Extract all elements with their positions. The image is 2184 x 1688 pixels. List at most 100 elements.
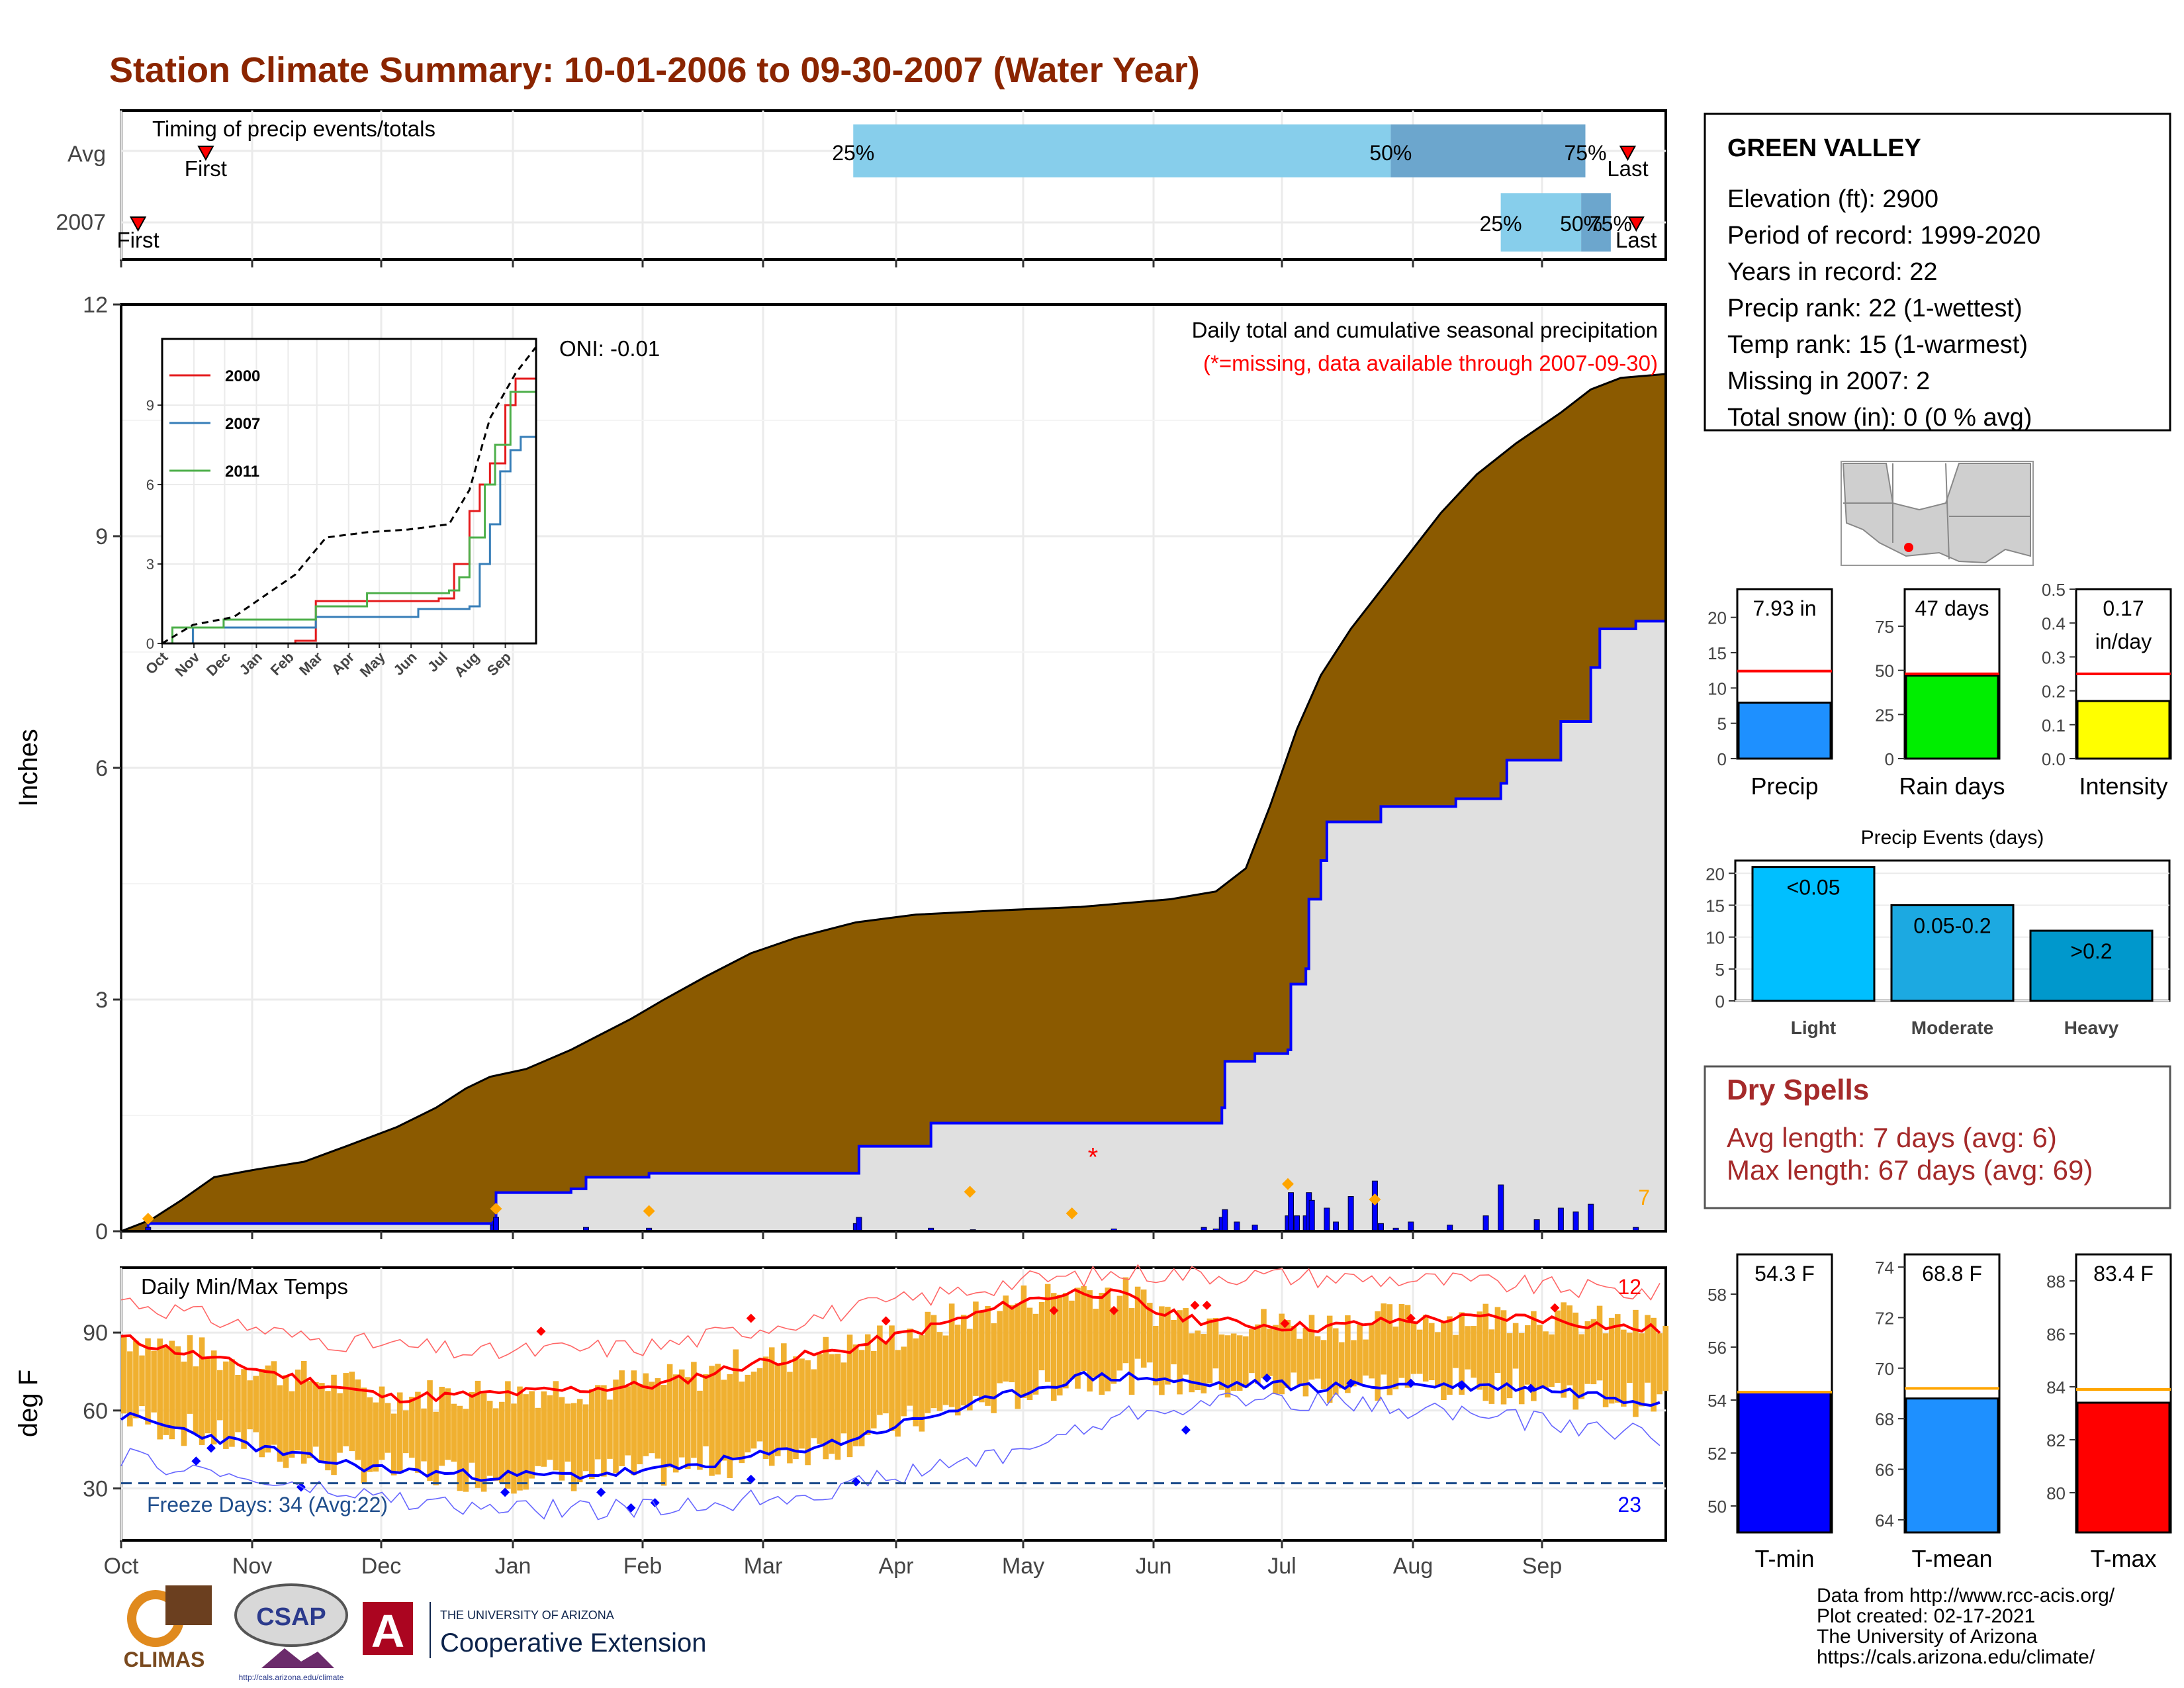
ua-big-text: Cooperative Extension <box>440 1628 706 1658</box>
daily-precip-bar <box>1498 1184 1504 1232</box>
daily-temp-bar <box>1351 1340 1357 1387</box>
daily-temp-bar <box>541 1391 547 1467</box>
daily-temp-bar <box>259 1368 265 1458</box>
month-label: Sep <box>1522 1554 1563 1579</box>
month-label: Nov <box>232 1554 272 1579</box>
daily-temp-bar <box>127 1351 133 1427</box>
daily-temp-bar <box>823 1336 829 1460</box>
daily-temp-bar <box>121 1336 127 1414</box>
footer-line: Plot created: 02-17-2021 <box>1817 1605 2035 1627</box>
events-value-label: >0.2 <box>2070 939 2112 963</box>
daily-temp-bar <box>1506 1333 1513 1399</box>
daily-temp-bar <box>151 1350 157 1413</box>
daily-temp-bar <box>1524 1325 1531 1385</box>
daily-temp-bar <box>1285 1320 1291 1388</box>
daily-temp-bar <box>756 1368 763 1442</box>
dry-avg: Avg length: 7 days (avg: 6) <box>1727 1122 2057 1153</box>
daily-temp-bar <box>1195 1330 1201 1390</box>
ua-shield <box>363 1602 413 1655</box>
daily-temp-bar <box>1602 1333 1609 1407</box>
daily-temp-bar <box>421 1408 427 1462</box>
precip-y-tick-label: 9 <box>95 524 108 549</box>
csap-cloud <box>234 1583 348 1647</box>
last-label: Last <box>1607 156 1648 181</box>
daily-temp-bar <box>841 1362 847 1434</box>
daily-temp-bar <box>1512 1323 1519 1369</box>
month-axis: Oct Nov Dec Jan Feb Mar Apr May Jun Jul Aug Sep <box>104 1540 1563 1579</box>
daily-temp-bar <box>1044 1284 1051 1382</box>
daily-temp-bar <box>253 1376 259 1432</box>
daily-temp-bar <box>133 1340 139 1419</box>
summary-bar-tick-label: 50 <box>1875 661 1894 681</box>
daily-temp-bar <box>289 1391 295 1458</box>
summary-bar-tick-label: 74 <box>1875 1258 1894 1278</box>
summary-category-label: Precip <box>1751 773 1818 800</box>
cold-count: 23 <box>1617 1493 1641 1517</box>
temp-summary-bars: 50 52 54 56 58 54.3 F T-min 64 66 68 70 72 74 68.8 F T… <box>1707 1253 2172 1572</box>
daily-temp-bar <box>409 1397 415 1458</box>
climas-logo: CLIMAS <box>124 1585 212 1671</box>
page-title: Station Climate Summary: 10-01-2006 to 0… <box>109 50 1200 90</box>
daily-temp-bar <box>361 1387 367 1483</box>
climas-shape <box>165 1585 212 1625</box>
daily-precip-bar <box>1408 1221 1414 1232</box>
daily-temp-bar <box>517 1386 523 1491</box>
daily-temp-bar <box>439 1386 445 1466</box>
daily-temp-bar <box>883 1342 889 1414</box>
daily-temp-bar <box>1357 1324 1363 1385</box>
legend-label: 2000 <box>225 367 260 385</box>
precip-y-axis: 0 3 6 9 12 <box>83 259 1543 1244</box>
summary-bar-tick-label: 0 <box>1885 749 1894 769</box>
daily-temp-bar <box>649 1382 655 1454</box>
2007-50-75-bar <box>1581 193 1611 252</box>
daily-temp-bar <box>523 1394 529 1490</box>
daily-temp-bar <box>247 1380 253 1430</box>
daily-temp-bar <box>1159 1306 1165 1395</box>
daily-temp-bar <box>864 1334 871 1435</box>
missing-marker: * <box>1088 1143 1099 1172</box>
daily-temp-bar <box>1332 1328 1339 1395</box>
daily-temp-bar <box>1183 1308 1189 1375</box>
dry-title: Dry Spells <box>1727 1074 1869 1106</box>
precip-ylabel: Inches <box>14 729 43 807</box>
daily-temp-bar <box>985 1305 991 1406</box>
daily-temp-bar <box>1134 1286 1141 1359</box>
daily-temp-bar <box>1633 1309 1639 1417</box>
record-high-marker <box>881 1316 891 1326</box>
summary-category-label: T-max <box>2090 1545 2156 1572</box>
hot-count: 12 <box>1617 1275 1641 1299</box>
month-label: Mar <box>744 1554 783 1579</box>
daily-temp-bar <box>703 1374 709 1446</box>
temp-y-tick-label: 90 <box>83 1321 108 1346</box>
summary-value-label: 68.8 F <box>1922 1262 1982 1286</box>
summary-bar-tick-label: 84 <box>2046 1378 2066 1397</box>
map-states <box>1842 463 2031 564</box>
daily-temp-bar <box>858 1350 865 1446</box>
daily-precip-bar <box>1557 1207 1564 1232</box>
daily-temp-bar <box>1297 1338 1303 1387</box>
month-label: Jun <box>1136 1554 1172 1579</box>
daily-temp-bar <box>948 1303 955 1407</box>
daily-temp-bar <box>1224 1335 1231 1398</box>
daily-temp-bar <box>355 1379 361 1460</box>
summary-category-label: T-min <box>1755 1545 1815 1572</box>
heavy-event-marker <box>1369 1194 1381 1205</box>
temp-ylabel: deg F <box>14 1370 43 1437</box>
summary-value-label: 54.3 F <box>1754 1262 1815 1286</box>
daily-temp-bar <box>582 1404 589 1472</box>
csap-logo: CSAP http://cals.arizona.edu/climate <box>234 1583 348 1682</box>
precip-events-chart: Precip Events (days) 05101520<0.05Light0… <box>1706 827 2171 1038</box>
daily-temp-bar <box>1249 1329 1255 1374</box>
daily-temp-bar <box>379 1386 385 1460</box>
daily-temp-bar <box>1128 1308 1135 1395</box>
events-tick-label: 20 <box>1706 864 1725 884</box>
footer-line: https://cals.arizona.edu/climate/ <box>1817 1646 2095 1668</box>
daily-temp-bar <box>967 1329 973 1411</box>
daily-temp-bar <box>145 1338 151 1425</box>
daily-precip-bar <box>1572 1211 1579 1232</box>
events-bar <box>1751 866 1876 1002</box>
events-bar <box>2029 929 2154 1002</box>
inset-y-tick-label: 6 <box>146 477 154 493</box>
daily-temp-bar <box>733 1349 739 1460</box>
summary-value-label: 0.17 <box>2103 596 2144 620</box>
